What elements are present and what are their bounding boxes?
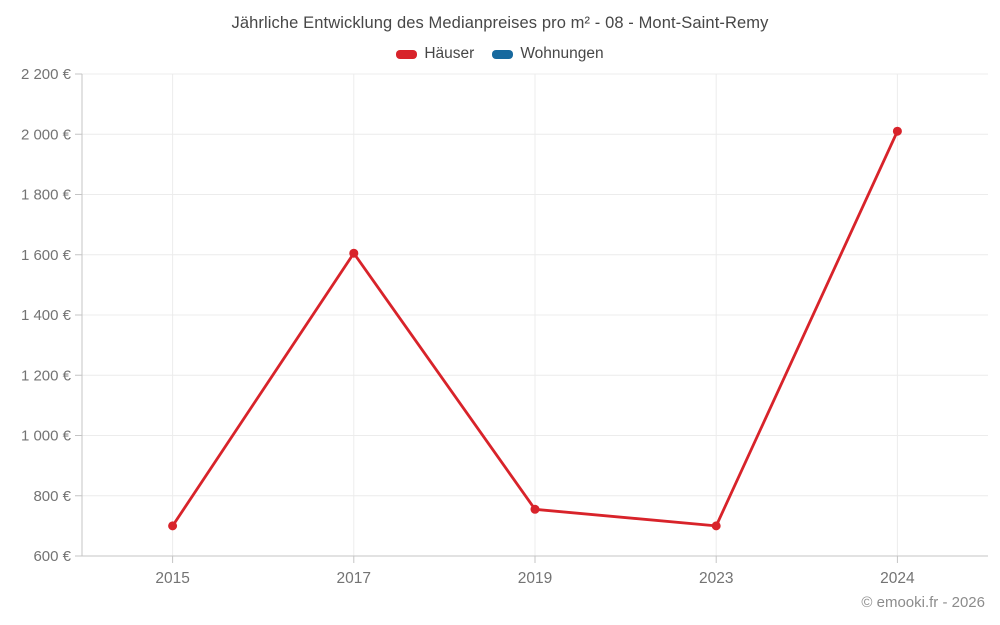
y-axis-tick-label: 2 000 € — [21, 126, 72, 143]
y-axis-tick-label: 1 600 € — [21, 247, 72, 264]
legend-item-wohnungen[interactable]: Wohnungen — [492, 45, 604, 63]
x-axis-tick-label: 2023 — [699, 570, 733, 587]
legend-item-haeuser[interactable]: Häuser — [396, 45, 474, 63]
data-point-2015[interactable] — [168, 521, 178, 531]
legend-label-wohnungen: Wohnungen — [520, 45, 604, 62]
haeuser-series-swatch-icon — [396, 49, 418, 59]
data-point-2023[interactable] — [711, 521, 721, 531]
y-axis-tick-label: 1 800 € — [21, 187, 72, 204]
x-axis-tick-label: 2015 — [155, 570, 189, 587]
x-axis-tick-label: 2024 — [880, 570, 915, 587]
y-axis-tick-label: 1 400 € — [21, 307, 72, 324]
x-axis-tick-label: 2017 — [337, 570, 371, 587]
y-axis-tick-label: 2 200 € — [21, 66, 72, 83]
wohnungen-series-swatch-icon — [492, 49, 514, 59]
data-point-2024[interactable] — [892, 126, 902, 136]
y-axis-tick-label: 800 € — [33, 488, 71, 505]
x-axis-tick-label: 2019 — [518, 570, 552, 587]
copyright-note: © emooki.fr - 2026 — [861, 594, 985, 611]
data-point-2019[interactable] — [530, 504, 540, 514]
legend-label-haeuser: Häuser — [424, 45, 475, 62]
chart-title: Jährliche Entwicklung des Medianpreises … — [231, 14, 769, 32]
y-axis-tick-label: 600 € — [33, 548, 71, 565]
y-axis-tick-label: 1 000 € — [21, 428, 72, 445]
data-point-2017[interactable] — [349, 248, 359, 258]
chart-legend: Häuser Wohnungen — [0, 45, 1000, 63]
y-axis-tick-label: 1 200 € — [21, 367, 72, 384]
